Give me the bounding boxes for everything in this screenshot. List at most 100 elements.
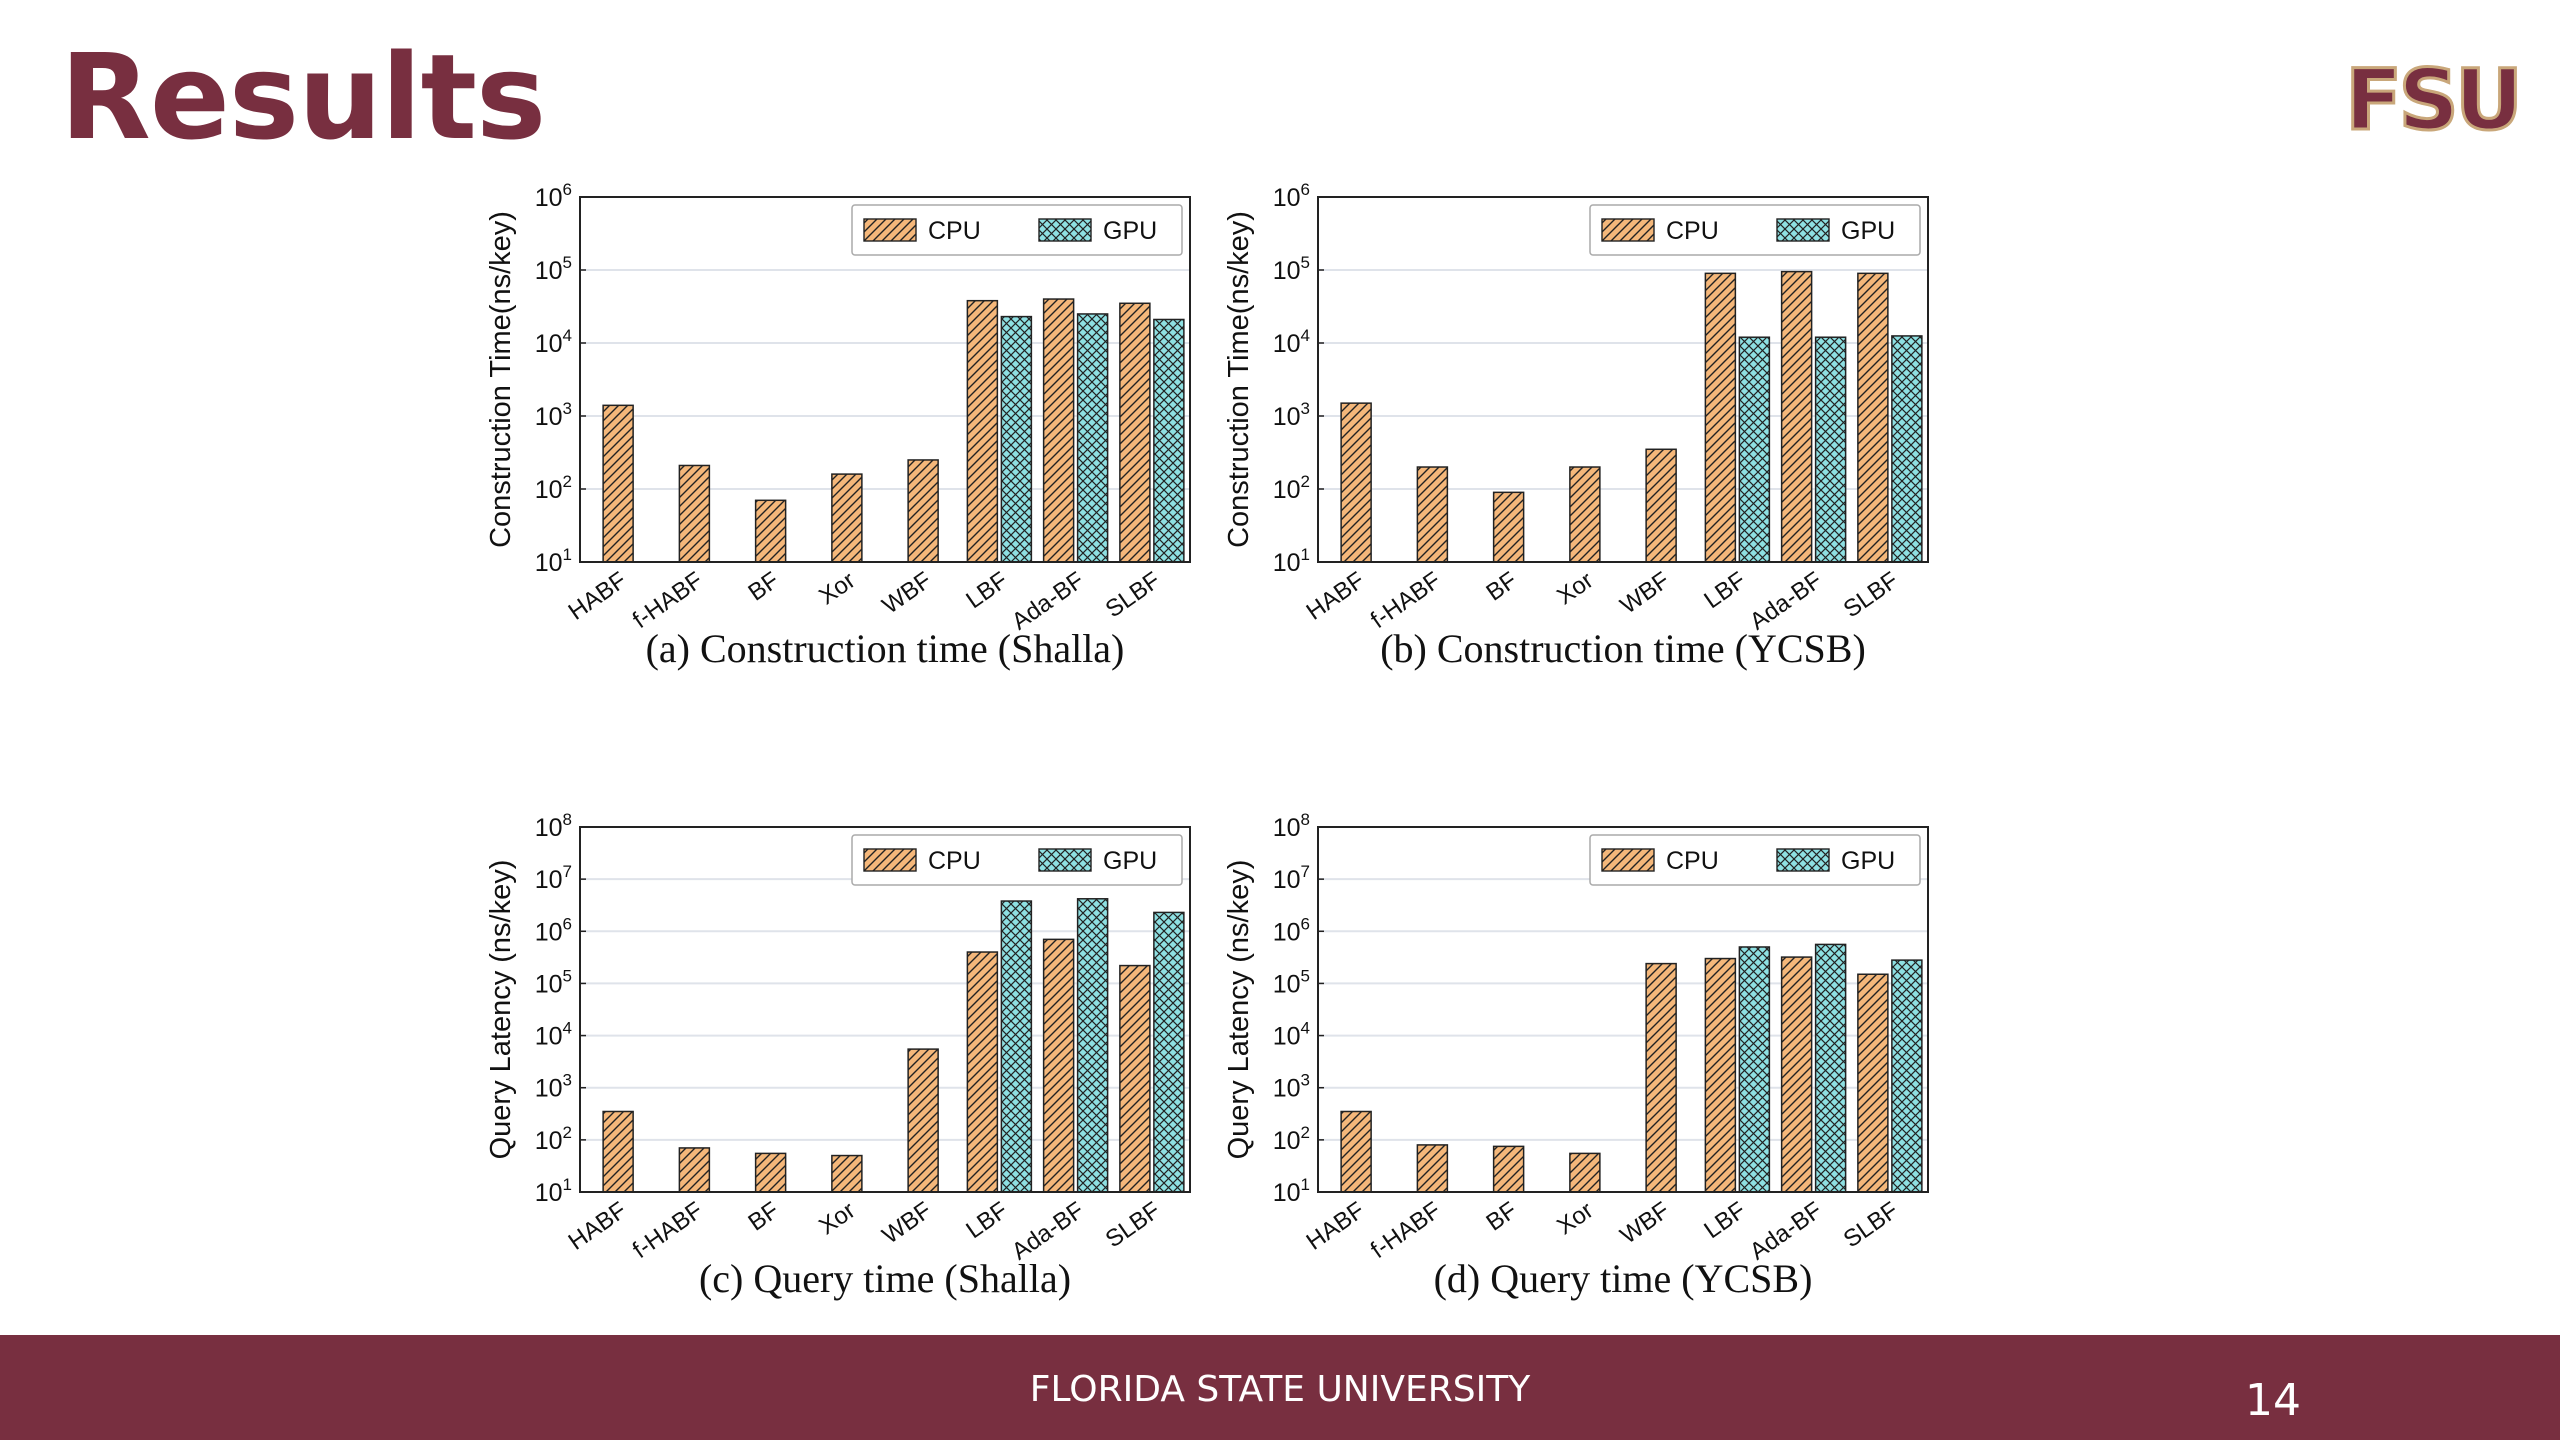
x-tick-label: SLBF [1839,567,1904,624]
x-tick-label: WBF [1615,567,1674,620]
y-tick-label: 101 [1273,1175,1310,1207]
y-axis-label: Query Latency (ns/key) [485,860,517,1160]
legend-swatch-cpu [1601,848,1655,872]
bar-cpu-xor [1569,466,1601,563]
logo-text: FSU [2345,55,2519,135]
fsu-logo: FSU [2344,50,2525,151]
bar-cpu-bf [754,1152,787,1193]
x-tick-label: f-HABF [628,1197,708,1264]
y-tick-label: 103 [535,1071,572,1103]
plot-frame [579,826,1191,1193]
bar-cpu-habf [602,404,634,563]
page-number: 14 [2245,1375,2301,1426]
y-tick-label: 102 [535,1123,572,1155]
x-tick-label: SLBF [1101,567,1166,624]
legend-swatch-cpu [863,848,917,872]
bar-cpu-ada-bf [1780,270,1813,563]
footer-bar: FLORIDA STATE UNIVERSITY 14 [0,1335,2560,1440]
x-tick-label: Xor [814,1197,860,1241]
y-tick-label: 104 [1273,1019,1310,1051]
y-tick-label: 107 [535,862,572,894]
bar-cpu-habf [1340,1110,1372,1193]
x-tick-label: BF [743,1197,784,1237]
y-tick-label: 102 [1273,1123,1310,1155]
chart-construction-ycsb: 101 102 103 104 105 106 HABF f-HABF BF Xor WBF LBF A… [1218,175,1978,675]
y-tick-label: 105 [1273,253,1310,285]
legend-box [851,204,1183,256]
y-tick-label: 101 [535,1175,572,1207]
x-tick-label: Xor [1552,567,1598,611]
legend-swatch-gpu [1776,218,1830,242]
x-tick-label: WBF [1615,1197,1674,1250]
bar-cpu-slbf [1857,272,1889,563]
bar-gpu-lbf [1738,336,1771,563]
bar-cpu-wbf [1645,448,1677,563]
y-tick-label: 103 [1273,1071,1310,1103]
legend-swatch-gpu [1038,848,1092,872]
bar-cpu-ada-bf [1780,956,1813,1193]
y-tick-label: 102 [535,472,572,504]
legend-swatch-cpu [1601,218,1655,242]
bar-cpu-f-habf [1416,1144,1449,1193]
legend-box [851,834,1183,886]
legend-swatch-gpu [1038,218,1092,242]
bar-gpu-slbf [1891,959,1923,1193]
bar-gpu-lbf [1000,315,1033,563]
y-tick-label: 103 [1273,399,1310,431]
x-tick-label: WBF [877,1197,936,1250]
bar-cpu-slbf [1857,973,1889,1193]
legend-label-cpu: CPU [1666,217,1719,245]
bar-cpu-ada-bf [1042,938,1075,1193]
legend-swatch-gpu [1776,848,1830,872]
bar-cpu-lbf [966,299,999,563]
bar-cpu-f-habf [678,1147,711,1193]
bar-gpu-ada-bf [1814,336,1847,563]
chart-caption: (a) Construction time (Shalla) [646,626,1125,671]
x-tick-label: LBF [961,567,1013,614]
x-tick-label: LBF [1699,567,1751,614]
bar-gpu-ada-bf [1814,943,1847,1193]
bar-gpu-ada-bf [1076,898,1109,1193]
bar-cpu-wbf [907,459,939,563]
legend-label-gpu: GPU [1103,847,1157,875]
chart-query-shalla: 101 102 103 104 105 106 107 108 HABF f-HABF BF Xor W… [480,805,1240,1305]
x-tick-label: WBF [877,567,936,620]
chart-caption: (c) Query time (Shalla) [699,1256,1071,1301]
legend-label-gpu: GPU [1841,217,1895,245]
y-tick-label: 106 [535,914,572,946]
bar-cpu-wbf [1645,962,1677,1193]
x-tick-label: LBF [961,1197,1013,1244]
x-tick-label: SLBF [1101,1197,1166,1254]
bar-gpu-slbf [1153,318,1185,563]
bar-cpu-lbf [1704,272,1737,563]
x-tick-label: BF [1481,567,1522,607]
x-tick-label: HABF [564,567,632,626]
y-axis-label: Construction Time(ns/key) [485,211,517,548]
legend-label-cpu: CPU [1666,847,1719,875]
bar-cpu-ada-bf [1042,298,1075,563]
chart-construction-shalla: 101 102 103 104 105 106 HABF f-HABF BF Xor WBF LBF A… [480,175,1240,675]
bar-cpu-f-habf [678,464,711,563]
y-tick-label: 104 [535,1019,572,1051]
bar-cpu-slbf [1119,964,1151,1193]
x-tick-label: SLBF [1839,1197,1904,1254]
x-tick-label: f-HABF [628,567,708,634]
chart-caption: (b) Construction time (YCSB) [1380,626,1866,671]
y-tick-label: 101 [1273,545,1310,577]
y-tick-label: 104 [1273,326,1310,358]
chart-caption: (d) Query time (YCSB) [1434,1256,1813,1301]
legend-box [1589,834,1921,886]
y-tick-label: 106 [535,180,572,212]
bar-gpu-lbf [1000,900,1033,1193]
bar-cpu-habf [602,1110,634,1193]
x-tick-label: HABF [1302,567,1370,626]
x-tick-label: f-HABF [1366,1197,1446,1264]
y-tick-label: 108 [1273,810,1310,842]
bar-cpu-xor [1569,1152,1601,1193]
y-tick-label: 108 [535,810,572,842]
bar-cpu-slbf [1119,302,1151,563]
